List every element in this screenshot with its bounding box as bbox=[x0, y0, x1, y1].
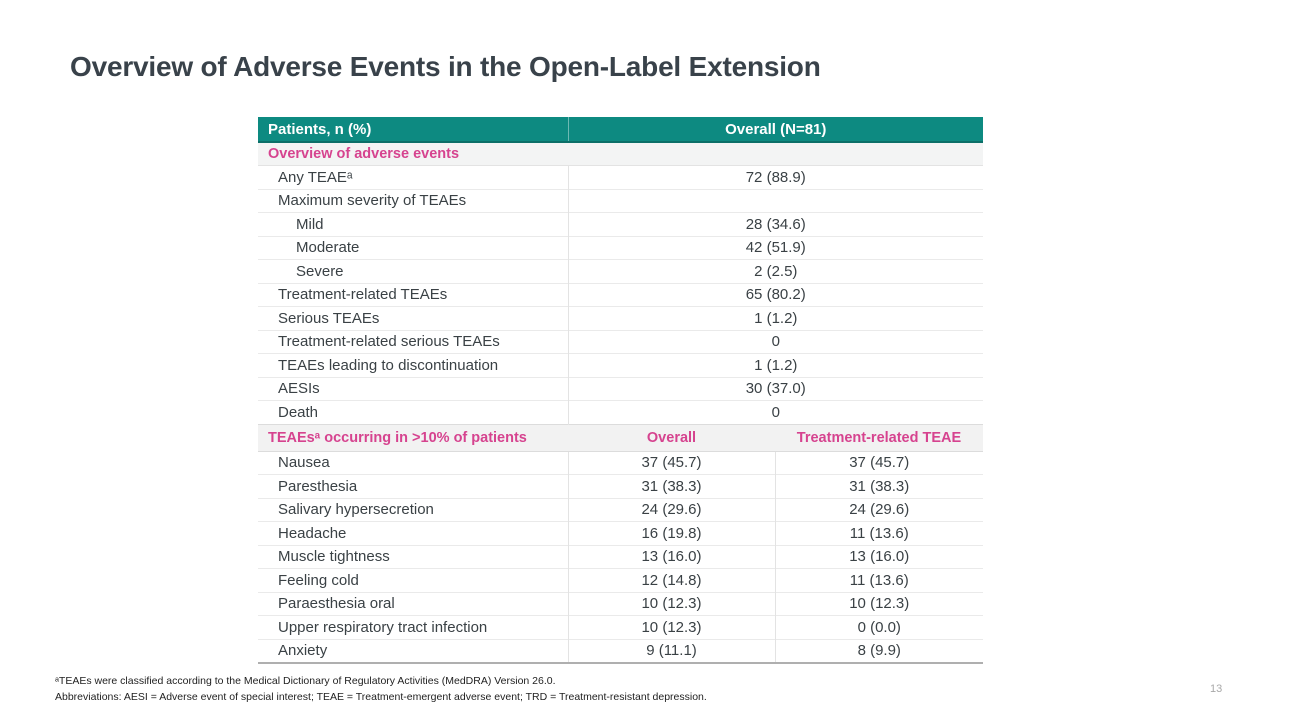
row-label: Maximum severity of TEAEs bbox=[258, 188, 568, 213]
row-label: Anxiety bbox=[258, 638, 568, 663]
row-value: 42 (51.9) bbox=[567, 235, 983, 260]
row-value-related: 10 (12.3) bbox=[774, 591, 983, 616]
row-label: Paraesthesia oral bbox=[258, 591, 568, 616]
table-row: Mild 28 (34.6) bbox=[258, 212, 983, 236]
row-value-related: 0 (0.0) bbox=[774, 615, 983, 639]
section1-body: Overview of adverse events Any TEAEᵃ 72 (… bbox=[258, 142, 983, 424]
row-label: AESIs bbox=[258, 376, 568, 401]
table-row: Salivary hypersecretion 24 (29.6) 24 (29.6… bbox=[258, 497, 983, 522]
row-value-related: 31 (38.3) bbox=[774, 474, 983, 498]
section1-title: Overview of adverse events bbox=[258, 142, 983, 166]
page-title: Overview of Adverse Events in the Open-L… bbox=[70, 51, 821, 82]
row-value-overall: 31 (38.3) bbox=[567, 474, 775, 498]
row-value-related: 24 (29.6) bbox=[774, 497, 983, 522]
table-row: Treatment-related serious TEAEs 0 bbox=[258, 329, 983, 354]
row-value: 0 bbox=[567, 400, 983, 424]
page-number: 13 bbox=[1210, 683, 1223, 695]
table-row: TEAEs leading to discontinuation 1 (1.2) bbox=[258, 353, 983, 377]
row-label: Any TEAEᵃ bbox=[258, 165, 568, 189]
row-value: 2 (2.5) bbox=[567, 259, 983, 283]
header-patients-label: Patients, n (%) bbox=[258, 117, 568, 143]
footnotes: ᵃTEAEs were classified according to the … bbox=[55, 674, 707, 705]
table-row: Feeling cold 12 (14.8) 11 (13.6) bbox=[258, 568, 983, 592]
row-label: TEAEs leading to discontinuation bbox=[258, 353, 568, 377]
section2-title: TEAEsᵃ occurring in >10% of patients bbox=[258, 423, 568, 452]
row-value-related: 11 (13.6) bbox=[774, 521, 983, 545]
header-overall-label: Overall (N=81) bbox=[567, 117, 983, 143]
row-value bbox=[567, 188, 983, 213]
row-label: Muscle tightness bbox=[258, 544, 568, 569]
row-value-overall: 13 (16.0) bbox=[567, 544, 775, 569]
row-value-related: 11 (13.6) bbox=[774, 568, 983, 592]
table-row: Any TEAEᵃ 72 (88.9) bbox=[258, 165, 983, 189]
row-label: Treatment-related serious TEAEs bbox=[258, 329, 568, 354]
row-label: Paresthesia bbox=[258, 474, 568, 498]
table-row: Muscle tightness 13 (16.0) 13 (16.0) bbox=[258, 544, 983, 569]
row-value-overall: 10 (12.3) bbox=[567, 615, 775, 639]
section1-title-row: Overview of adverse events bbox=[258, 142, 983, 166]
row-value-overall: 37 (45.7) bbox=[567, 450, 775, 475]
table-row: Maximum severity of TEAEs bbox=[258, 188, 983, 213]
row-value: 0 bbox=[567, 329, 983, 354]
row-value-overall: 24 (29.6) bbox=[567, 497, 775, 522]
table-row: Nausea 37 (45.7) 37 (45.7) bbox=[258, 450, 983, 475]
table-row: Treatment-related TEAEs 65 (80.2) bbox=[258, 282, 983, 307]
adverse-events-table-wrap: Patients, n (%) Overall (N=81) Overview … bbox=[258, 117, 983, 664]
row-value: 72 (88.9) bbox=[567, 165, 983, 189]
row-label: Mild bbox=[258, 212, 568, 236]
adverse-events-table: Patients, n (%) Overall (N=81) Overview … bbox=[258, 117, 983, 664]
section2-col-related: Treatment-related TEAE bbox=[775, 423, 983, 452]
row-value: 28 (34.6) bbox=[567, 212, 983, 236]
row-value-overall: 9 (11.1) bbox=[567, 638, 775, 663]
row-label: Death bbox=[258, 400, 568, 424]
table-row: Anxiety 9 (11.1) 8 (9.9) bbox=[258, 638, 983, 663]
row-value-related: 37 (45.7) bbox=[774, 450, 983, 475]
table-row: Upper respiratory tract infection 10 (12.… bbox=[258, 615, 983, 639]
table-row: Paraesthesia oral 10 (12.3) 10 (12.3) bbox=[258, 591, 983, 616]
row-label: Upper respiratory tract infection bbox=[258, 615, 568, 639]
section2-col-overall: Overall bbox=[568, 423, 775, 452]
row-label: Feeling cold bbox=[258, 568, 568, 592]
row-value-related: 13 (16.0) bbox=[774, 544, 983, 569]
section2-body: TEAEsᵃ occurring in >10% of patients Ove… bbox=[258, 423, 983, 663]
row-label: Headache bbox=[258, 521, 568, 545]
section2-header-row: TEAEsᵃ occurring in >10% of patients Ove… bbox=[258, 423, 983, 452]
row-value: 1 (1.2) bbox=[567, 306, 983, 330]
row-value: 1 (1.2) bbox=[567, 353, 983, 377]
table-row: Moderate 42 (51.9) bbox=[258, 235, 983, 260]
table-row: Serious TEAEs 1 (1.2) bbox=[258, 306, 983, 330]
row-label: Moderate bbox=[258, 235, 568, 260]
row-value: 30 (37.0) bbox=[567, 376, 983, 401]
table-header-row: Patients, n (%) Overall (N=81) bbox=[258, 117, 983, 143]
table-row: Death 0 bbox=[258, 400, 983, 424]
footnote-line-2: Abbreviations: AESI = Adverse event of s… bbox=[55, 690, 707, 703]
row-value-overall: 12 (14.8) bbox=[567, 568, 775, 592]
row-label: Severe bbox=[258, 259, 568, 283]
row-label: Nausea bbox=[258, 450, 568, 475]
row-value-overall: 16 (19.8) bbox=[567, 521, 775, 545]
table-row: Paresthesia 31 (38.3) 31 (38.3) bbox=[258, 474, 983, 498]
table-row: AESIs 30 (37.0) bbox=[258, 376, 983, 401]
row-value: 65 (80.2) bbox=[567, 282, 983, 307]
row-label: Treatment-related TEAEs bbox=[258, 282, 568, 307]
row-label: Serious TEAEs bbox=[258, 306, 568, 330]
row-value-related: 8 (9.9) bbox=[774, 638, 983, 663]
footnote-line-1: ᵃTEAEs were classified according to the … bbox=[55, 675, 556, 687]
table-row: Headache 16 (19.8) 11 (13.6) bbox=[258, 521, 983, 545]
row-value-overall: 10 (12.3) bbox=[567, 591, 775, 616]
row-label: Salivary hypersecretion bbox=[258, 497, 568, 522]
table-row: Severe 2 (2.5) bbox=[258, 259, 983, 283]
